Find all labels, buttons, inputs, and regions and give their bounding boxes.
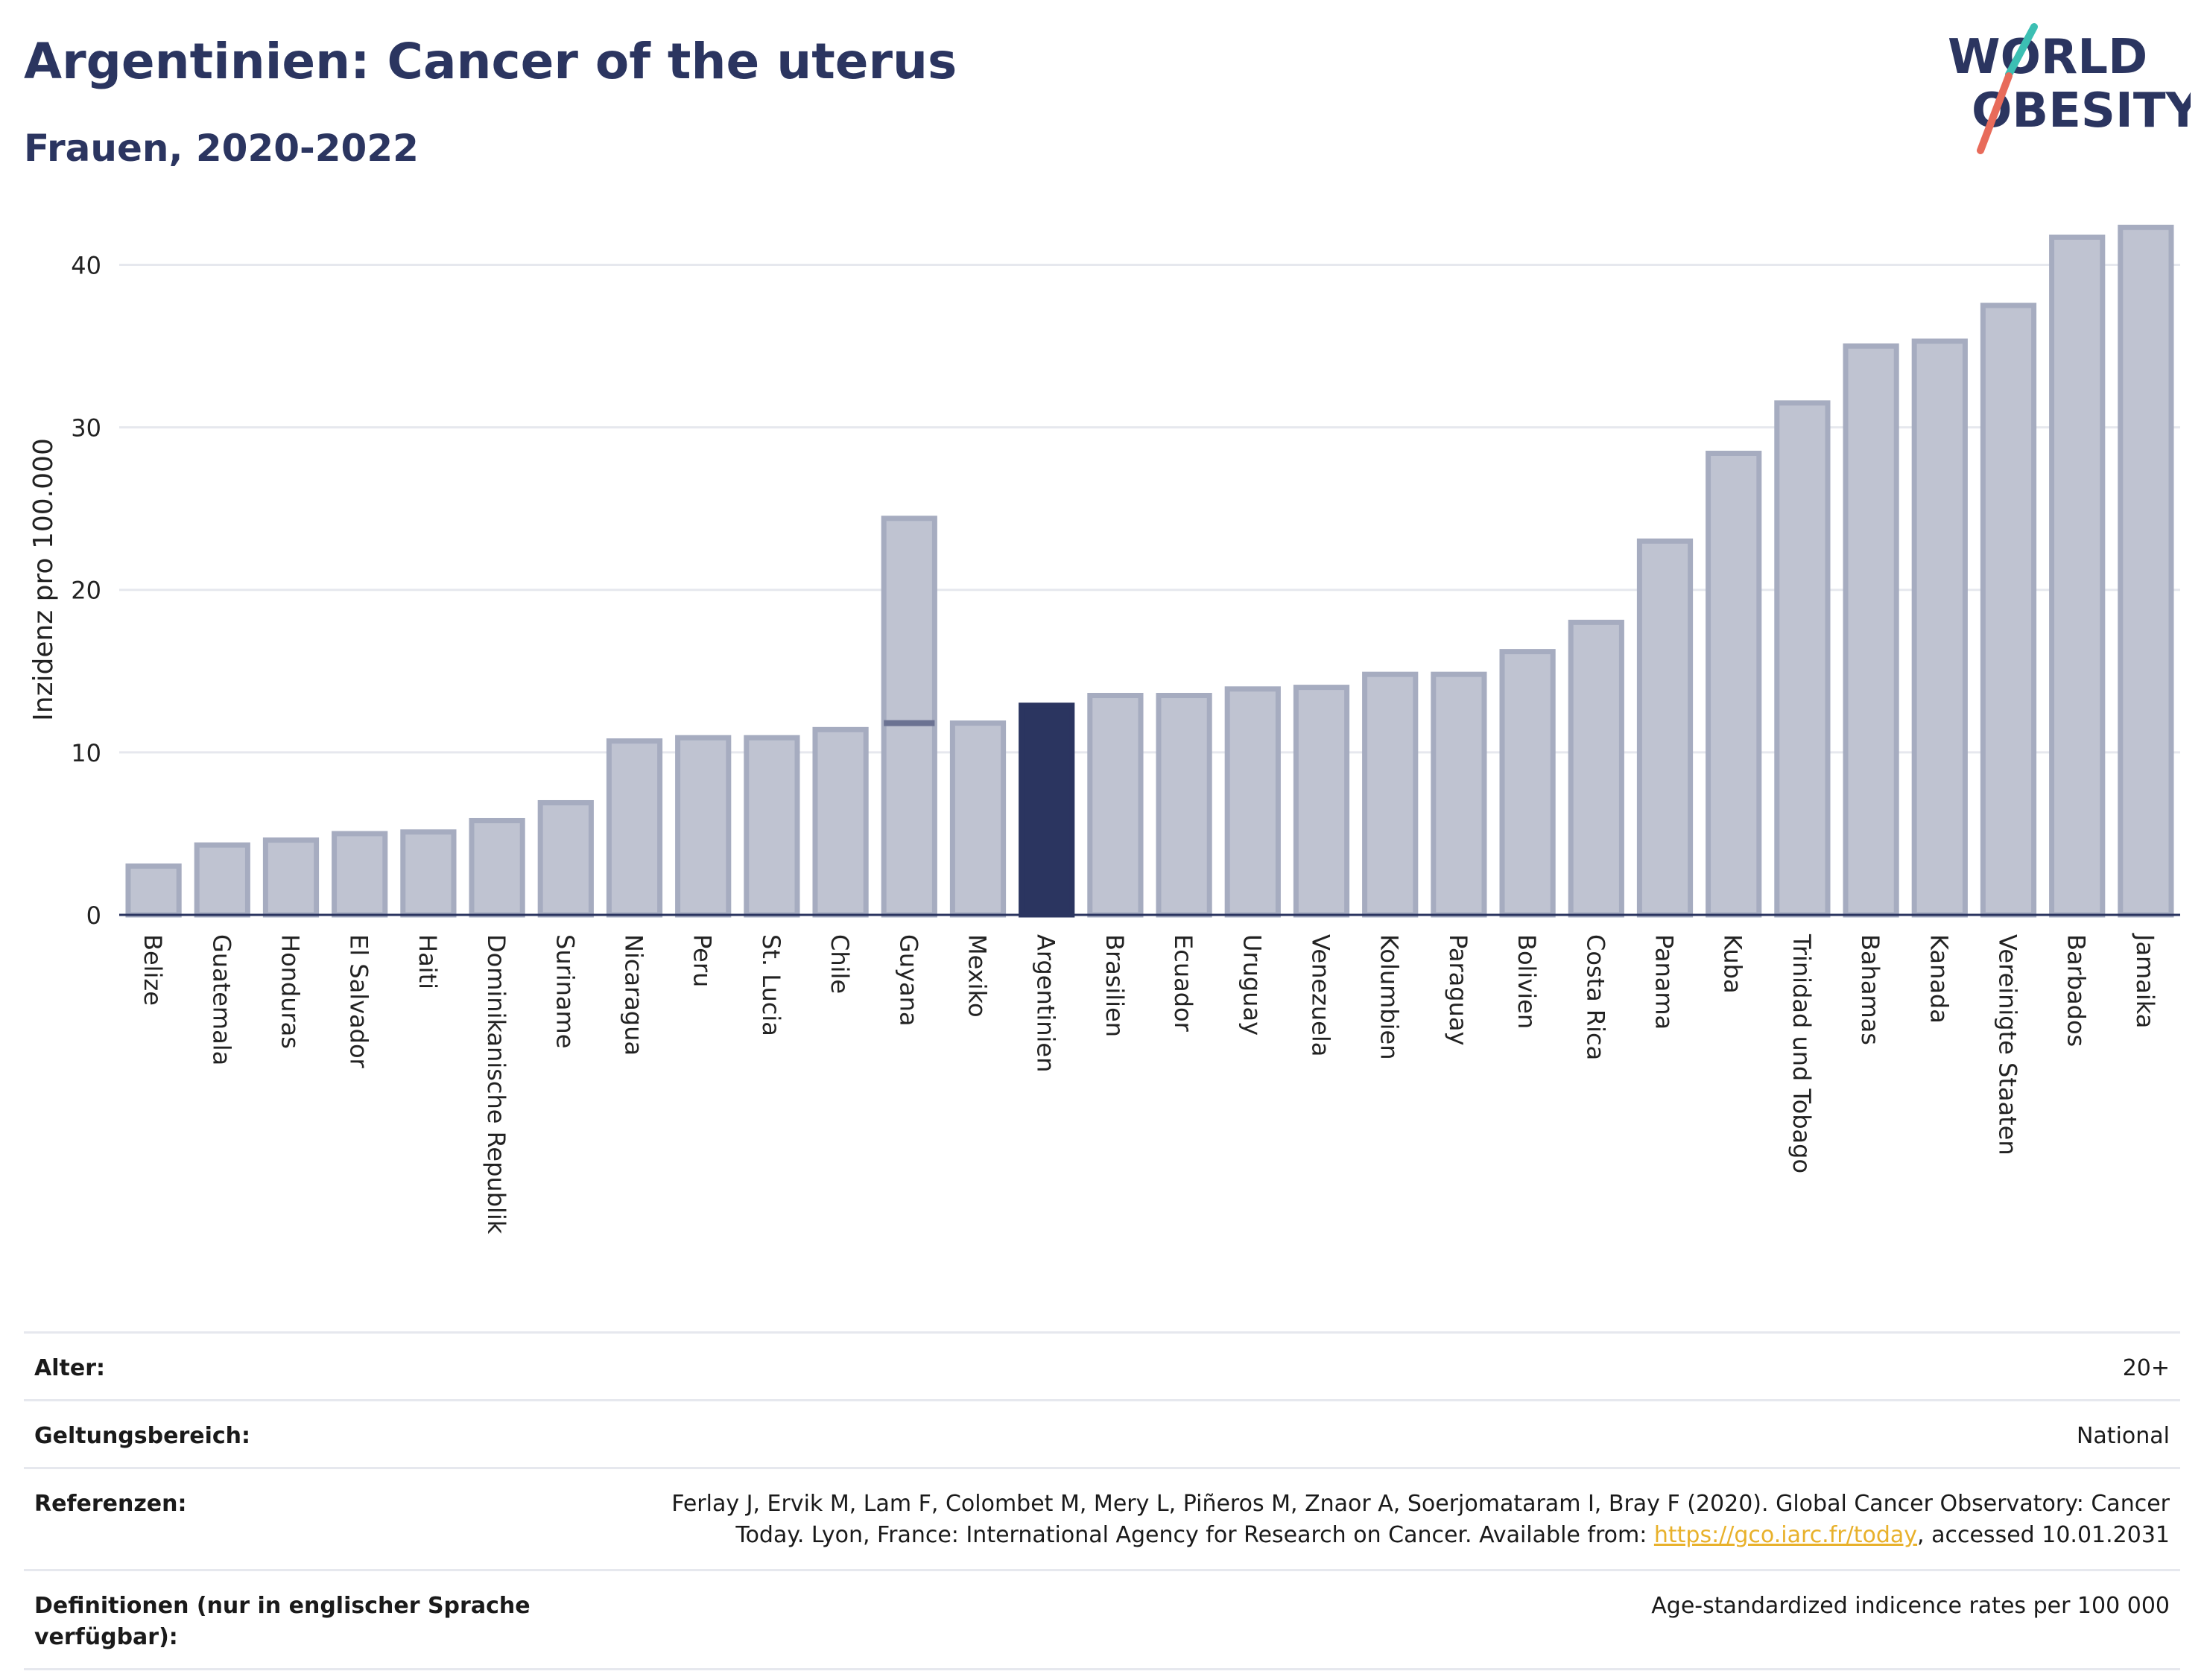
bar-el-salvador — [332, 831, 388, 918]
bar-jamaika — [2118, 224, 2174, 918]
info-label: Referenzen: — [34, 1491, 187, 1517]
grid-lines — [119, 263, 2180, 754]
bar-trinidad-und-tobago — [1774, 400, 1831, 918]
x-tick-label: Paraguay — [1444, 934, 1472, 1045]
x-tick-label: Panama — [1650, 934, 1679, 1030]
bar-peru — [675, 735, 732, 918]
svg-text:WORLD: WORLD — [1948, 30, 2147, 85]
info-value: National — [2076, 1423, 2170, 1449]
y-tick-label: 0 — [86, 901, 101, 930]
info-table: Alter: 20+ Geltungsbereich: National Ref… — [24, 1331, 2180, 1670]
x-tick-label: Venezuela — [1307, 934, 1335, 1056]
info-row-scope: Geltungsbereich: National — [24, 1399, 2180, 1467]
x-tick-label: Kolumbien — [1375, 934, 1404, 1059]
x-tick-label: Guyana — [894, 934, 922, 1027]
bar-nicaragua — [606, 738, 663, 918]
x-tick-label: Haiti — [414, 934, 442, 989]
y-tick-label: 30 — [71, 414, 101, 443]
x-tick-label: Argentinien — [1032, 934, 1060, 1072]
bar-bahamas — [1843, 343, 1899, 918]
y-axis-ticks: 0 10 20 30 40 — [71, 251, 101, 930]
bar-guatemala — [194, 842, 250, 918]
bar-mexiko — [949, 720, 1007, 918]
x-tick-label: Dominikanische Republik — [482, 934, 510, 1234]
info-label: Geltungsbereich: — [34, 1423, 251, 1449]
page-subtitle: Frauen, 2020-2022 — [24, 127, 419, 170]
bar-kolumbien — [1362, 671, 1419, 918]
bar-ecuador — [1156, 693, 1212, 918]
x-tick-label: Vereinigte Staaten — [1994, 934, 2022, 1156]
x-tick-label: Kuba — [1719, 934, 1747, 994]
bar-brasilien — [1087, 693, 1144, 918]
bar-barbados — [2049, 234, 2106, 918]
info-row-references: Referenzen: Ferlay J, Ervik M, Lam F, Co… — [24, 1467, 2180, 1569]
svg-text:OBESITY: OBESITY — [1972, 83, 2191, 139]
bar-st-lucia — [744, 735, 800, 918]
x-tick-label: Honduras — [276, 934, 305, 1049]
x-tick-label: Uruguay — [1238, 934, 1266, 1036]
logo-stripe-teal — [2005, 23, 2038, 78]
bar-panama — [1636, 538, 1694, 918]
y-tick-label: 10 — [71, 739, 101, 767]
bar-suriname — [537, 799, 594, 918]
x-tick-label: Brasilien — [1101, 934, 1129, 1037]
info-value: 20+ — [2122, 1355, 2170, 1381]
x-tick-label: Bolivien — [1513, 934, 1541, 1029]
bar-belize — [125, 863, 182, 918]
info-label: Definitionen (nur in englischer Sprache … — [34, 1593, 531, 1650]
x-tick-label: Jamaika — [2131, 933, 2159, 1028]
x-tick-label: Guatemala — [207, 934, 235, 1065]
bar-kanada — [1911, 338, 1968, 918]
bar-dominikanische-republik — [469, 817, 525, 918]
x-tick-label: Mexiko — [963, 934, 992, 1018]
logo-stripe-red — [1977, 72, 2013, 154]
y-tick-label: 20 — [71, 577, 101, 605]
world-obesity-logo: WORLD OBESITY — [1948, 23, 2191, 154]
reference-text: Today. Lyon, France: International Agenc… — [735, 1522, 1654, 1548]
x-tick-label: Suriname — [551, 934, 579, 1048]
bar-chart: 0 10 20 30 40 Belize Guatemala Honduras El Salv… — [28, 224, 2180, 1234]
info-value: Ferlay J, Ervik M, Lam F, Colombet M, Me… — [671, 1489, 2170, 1551]
info-row-definitions: Definitionen (nur in englischer Sprache … — [24, 1569, 2180, 1670]
y-tick-label: 40 — [71, 251, 101, 279]
reference-text: Ferlay J, Ervik M, Lam F, Colombet M, Me… — [671, 1491, 2170, 1517]
x-tick-label: Kanada — [1925, 934, 1953, 1024]
x-tick-label: Bahamas — [1856, 934, 1884, 1045]
x-tick-label: Belize — [139, 934, 167, 1006]
y-axis-label: Inzidenz pro 100.000 — [28, 438, 59, 721]
x-tick-label: St. Lucia — [757, 934, 785, 1036]
x-tick-label: Barbados — [2062, 934, 2091, 1047]
reference-link[interactable]: https://gco.iarc.fr/today — [1653, 1522, 1918, 1548]
bar-honduras — [262, 837, 320, 918]
x-tick-label: Nicaragua — [620, 934, 648, 1056]
bar-kuba — [1706, 450, 1762, 918]
bar-chile — [812, 726, 869, 918]
info-value: Age-standardized indicence rates per 100… — [1651, 1593, 2170, 1619]
reference-text: , accessed 10.01.2031 — [1917, 1522, 2170, 1548]
x-axis-labels: Belize Guatemala Honduras El Salvador Haiti D… — [139, 933, 2159, 1234]
bar-guyana — [881, 516, 937, 918]
bar-haiti — [400, 829, 457, 918]
x-tick-label: Chile — [826, 934, 854, 994]
x-tick-label: Costa Rica — [1581, 934, 1609, 1060]
bar-vereinigte-staaten — [1980, 302, 2037, 918]
bar-costa-rica — [1568, 619, 1624, 918]
x-tick-label: El Salvador — [345, 934, 373, 1069]
x-tick-label: Ecuador — [1169, 934, 1197, 1033]
bars — [119, 224, 2180, 918]
bar-paraguay — [1431, 671, 1487, 918]
bar-venezuela — [1293, 685, 1350, 918]
x-tick-label: Trinidad und Tobago — [1787, 933, 1816, 1173]
x-tick-label: Peru — [688, 934, 717, 987]
info-row-age: Alter: 20+ — [24, 1331, 2180, 1399]
info-label: Alter: — [34, 1355, 105, 1381]
bar-argentinien — [1019, 703, 1075, 918]
bar-uruguay — [1224, 686, 1281, 918]
page-title: Argentinien: Cancer of the uterus — [24, 33, 957, 90]
bar-bolivien — [1499, 649, 1556, 918]
